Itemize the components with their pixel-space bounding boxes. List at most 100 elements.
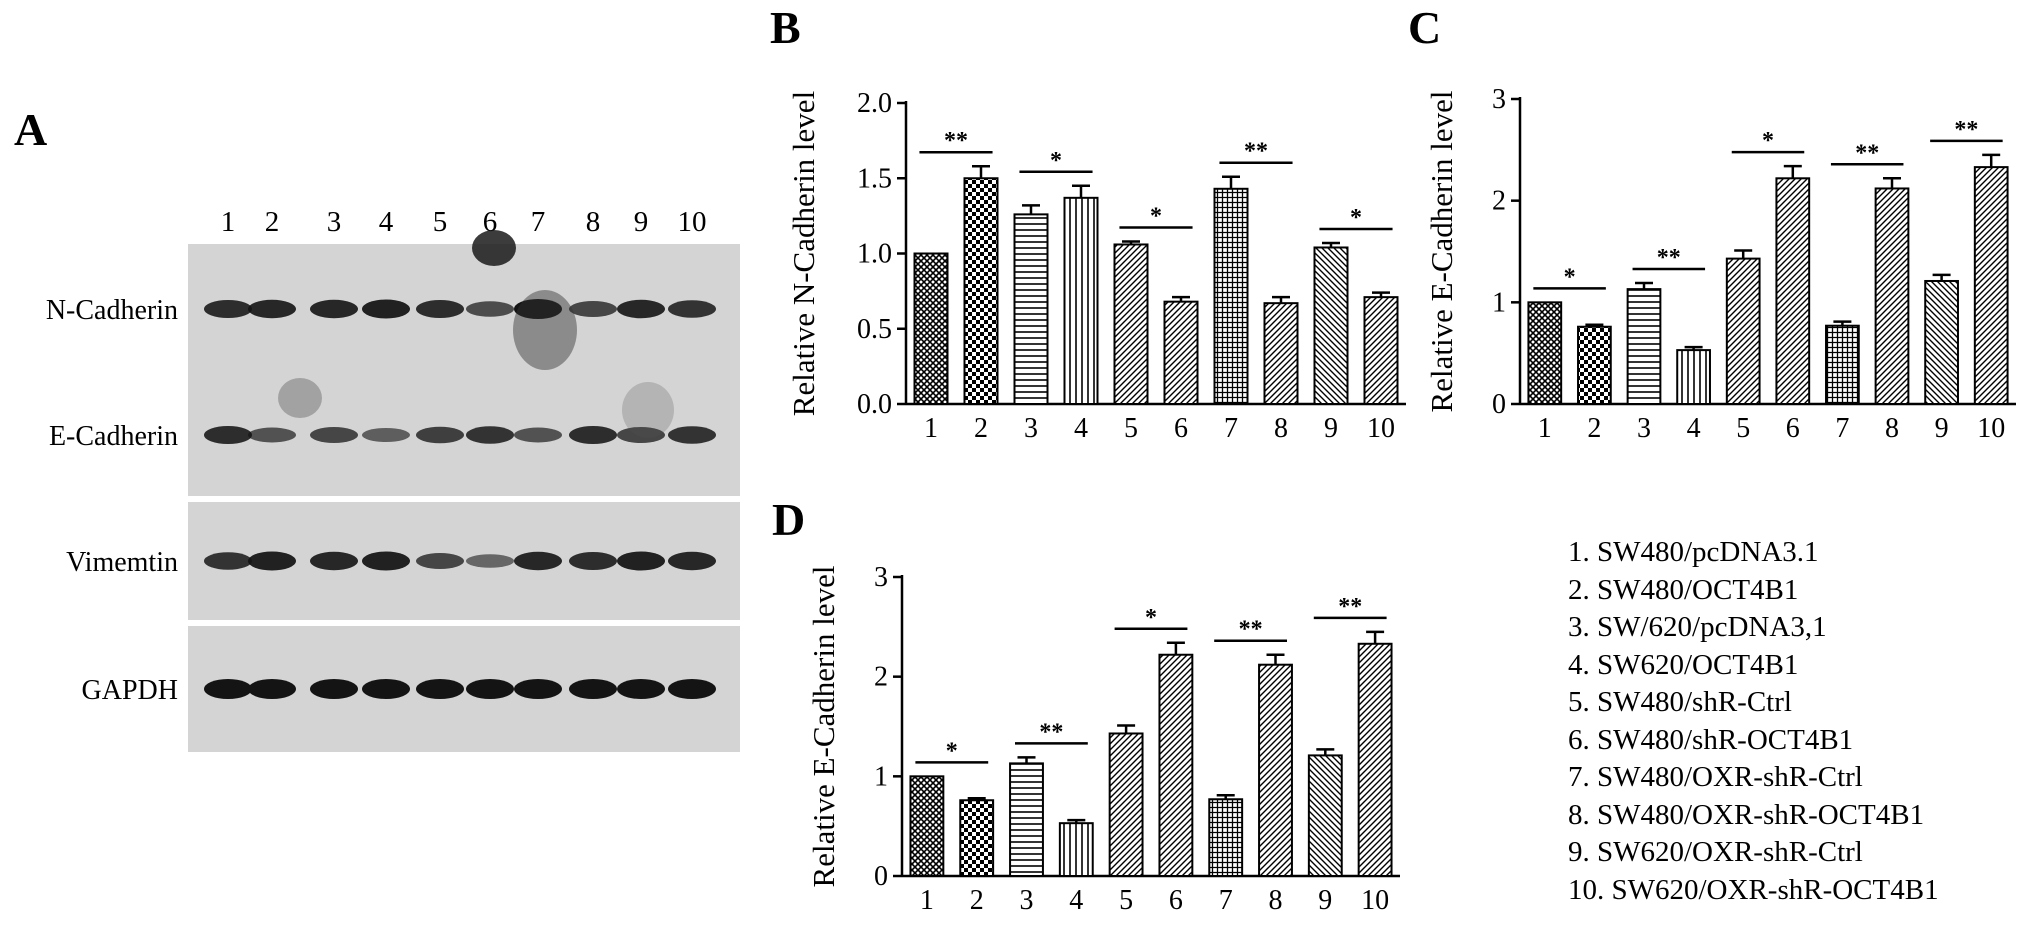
protein-band — [617, 427, 665, 443]
lane-label: 10 — [678, 206, 707, 238]
protein-band — [310, 679, 358, 699]
significance-label: ** — [1338, 594, 1362, 620]
significance-label: * — [1050, 148, 1062, 174]
legend-item: 9. SW620/OXR-shR-Ctrl — [1568, 836, 1863, 868]
protein-band — [362, 551, 410, 571]
panel-label-b: B — [770, 2, 801, 53]
lane-label: 5 — [433, 206, 448, 238]
x-tick-label: 6 — [1174, 413, 1188, 444]
blot-smudge — [622, 382, 674, 438]
legend-item: 2. SW480/OCT4B1 — [1568, 573, 1799, 606]
x-tick-label: 7 — [1224, 413, 1238, 444]
protein-band — [668, 551, 716, 571]
bar — [1307, 754, 1343, 877]
significance-label: ** — [1954, 117, 1978, 143]
bar — [959, 799, 995, 878]
bar — [1357, 642, 1393, 877]
protein-band — [362, 428, 410, 442]
protein-band — [416, 426, 464, 444]
blot-smudge — [472, 230, 516, 266]
bar — [1676, 349, 1711, 406]
y-axis-label: Relative E-Cadherin level — [1424, 91, 1459, 413]
significance-label: * — [1350, 205, 1362, 231]
bar — [1163, 300, 1199, 405]
protein-band — [466, 301, 514, 317]
lane-label: 7 — [531, 206, 546, 238]
significance-label: ** — [1657, 245, 1681, 271]
bar — [1775, 177, 1811, 405]
x-tick-label: 2 — [974, 413, 988, 444]
blot-smudge — [278, 378, 322, 418]
western-blot: 1 2 3 4 5 6 7 8 9 10 N-Cadherin E-Cadherin Vimemtin G… — [46, 206, 740, 752]
x-tick-label: 1 — [1538, 413, 1552, 444]
sample-legend: 1. SW480/pcDNA3.1 2. SW480/OCT4B1 3. SW/62… — [1568, 538, 1939, 913]
bar — [1527, 301, 1563, 406]
protein-band — [362, 679, 410, 699]
protein-band — [466, 426, 514, 444]
legend-item: 8. SW480/OXR-shR-OCT4B1 — [1568, 798, 1925, 831]
x-tick-label: 8 — [1269, 885, 1283, 916]
bar — [1626, 288, 1662, 405]
bar — [913, 252, 949, 405]
panel-label-d: D — [772, 494, 806, 545]
bar — [1158, 653, 1194, 877]
x-tick-label: 9 — [1324, 413, 1338, 444]
bar — [1973, 166, 2009, 405]
blot-row-label: GAPDH — [82, 675, 178, 706]
bar — [1313, 246, 1349, 405]
protein-band — [310, 551, 358, 571]
x-tick-label: 6 — [1786, 413, 1800, 444]
protein-band — [248, 299, 296, 319]
x-tick-label: 2 — [970, 885, 984, 916]
y-tick-label: 2.0 — [857, 88, 892, 119]
significance-label: ** — [1855, 140, 1879, 166]
x-tick-label: 3 — [1020, 885, 1034, 916]
x-tick-label: 3 — [1637, 413, 1651, 444]
bar — [1063, 196, 1099, 405]
lane-label: 8 — [586, 206, 601, 238]
protein-band — [668, 300, 716, 318]
significance-label: ** — [1239, 617, 1263, 643]
protein-band — [569, 426, 617, 444]
significance-label: * — [1150, 203, 1162, 229]
blot-row-label: E-Cadherin — [49, 421, 178, 452]
bar — [1013, 213, 1049, 405]
lane-label: 6 — [483, 206, 498, 238]
bar — [1113, 243, 1149, 405]
protein-band — [362, 299, 410, 319]
x-tick-label: 5 — [1119, 885, 1133, 916]
bar — [1208, 798, 1244, 877]
bar — [1874, 187, 1910, 405]
blot-row-label: N-Cadherin — [46, 295, 178, 326]
bar — [1577, 325, 1612, 406]
x-tick-label: 5 — [1736, 413, 1750, 444]
x-tick-label: 2 — [1587, 413, 1601, 444]
bar — [1058, 822, 1094, 878]
y-tick-label: 0 — [1492, 389, 1506, 420]
protein-band — [204, 426, 252, 444]
y-axis-label: Relative N-Cadherin level — [786, 91, 821, 416]
significance-label: * — [1145, 605, 1157, 631]
x-tick-label: 1 — [924, 413, 938, 444]
protein-band — [569, 552, 617, 570]
protein-band — [310, 427, 358, 443]
bar — [1725, 257, 1761, 405]
y-tick-label: 3 — [1492, 84, 1506, 115]
significance-label: ** — [944, 128, 968, 154]
blot-smudge — [513, 290, 577, 370]
significance-label: ** — [1244, 139, 1268, 165]
x-tick-label: 8 — [1885, 413, 1899, 444]
legend-item: 10. SW620/OXR-shR-OCT4B1 — [1568, 873, 1939, 906]
protein-band — [248, 679, 296, 699]
x-tick-label: 4 — [1687, 413, 1701, 444]
protein-band — [248, 551, 296, 571]
protein-band — [204, 552, 252, 570]
significance-label: * — [1564, 264, 1576, 290]
bar — [1108, 732, 1144, 878]
protein-band — [416, 553, 464, 569]
bar — [1924, 279, 1959, 406]
significance-label: ** — [1039, 719, 1063, 745]
protein-band — [416, 300, 464, 318]
